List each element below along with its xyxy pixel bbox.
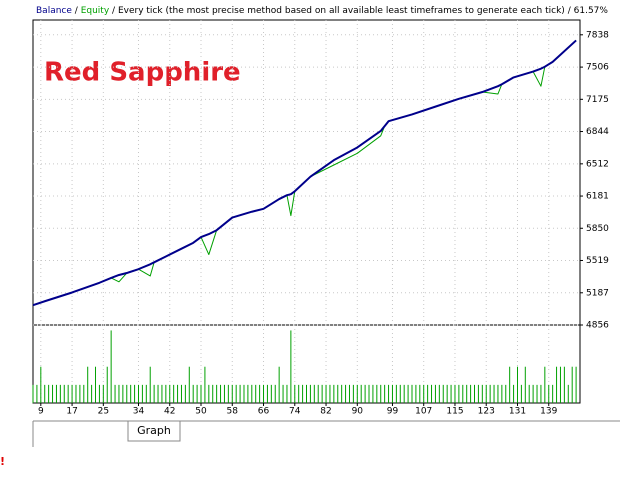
y-tick-label: 6181 bbox=[586, 192, 609, 202]
x-tick-label: 123 bbox=[478, 407, 495, 417]
model: Every tick (the most precise method base… bbox=[118, 6, 565, 16]
y-tick-label: 7506 bbox=[586, 63, 609, 73]
x-tick-label: 25 bbox=[98, 407, 109, 417]
x-tick-label: 58 bbox=[227, 407, 239, 417]
x-tick-label: 50 bbox=[195, 407, 207, 417]
x-tick-label: 42 bbox=[164, 407, 175, 417]
tab-label[interactable]: Graph bbox=[137, 424, 171, 437]
y-tick-label: 7175 bbox=[586, 95, 609, 105]
y-tick-label: 5187 bbox=[586, 288, 609, 298]
annotation: Red Sapphire bbox=[44, 58, 241, 88]
header: Balance / Equity / Every tick (the most … bbox=[36, 6, 608, 16]
x-tick-label: 82 bbox=[320, 407, 331, 417]
marker: ! bbox=[0, 455, 5, 468]
x-tick-label: 17 bbox=[66, 407, 77, 417]
y-tick-label: 7838 bbox=[586, 30, 609, 40]
separator: / bbox=[568, 6, 572, 16]
x-tick-label: 115 bbox=[446, 407, 463, 417]
y-tick-label: 6844 bbox=[586, 127, 609, 137]
series-line bbox=[32, 39, 577, 307]
result: 61.57% bbox=[574, 6, 609, 16]
x-tick-label: 74 bbox=[289, 407, 301, 417]
y-tick-label: 6512 bbox=[586, 159, 609, 169]
legend-equity: Equity bbox=[81, 6, 110, 16]
x-tick-label: 131 bbox=[509, 407, 526, 417]
separator: / bbox=[75, 6, 79, 16]
x-tick-label: 90 bbox=[352, 407, 364, 417]
legend-balance: Balance bbox=[36, 6, 72, 16]
y-tick-label: 4856 bbox=[586, 321, 609, 331]
x-tick-label: 107 bbox=[415, 407, 432, 417]
tab[interactable] bbox=[127, 420, 181, 442]
x-tick-label: 139 bbox=[540, 407, 557, 417]
x-tick-label: 34 bbox=[133, 407, 145, 417]
y-tick-label: 5519 bbox=[586, 256, 609, 266]
x-tick-label: 99 bbox=[387, 407, 399, 417]
y-tick-label: 5850 bbox=[586, 224, 609, 234]
separator: / bbox=[112, 6, 116, 16]
x-tick-label: 66 bbox=[258, 407, 270, 417]
x-tick-label: 9 bbox=[38, 407, 44, 417]
